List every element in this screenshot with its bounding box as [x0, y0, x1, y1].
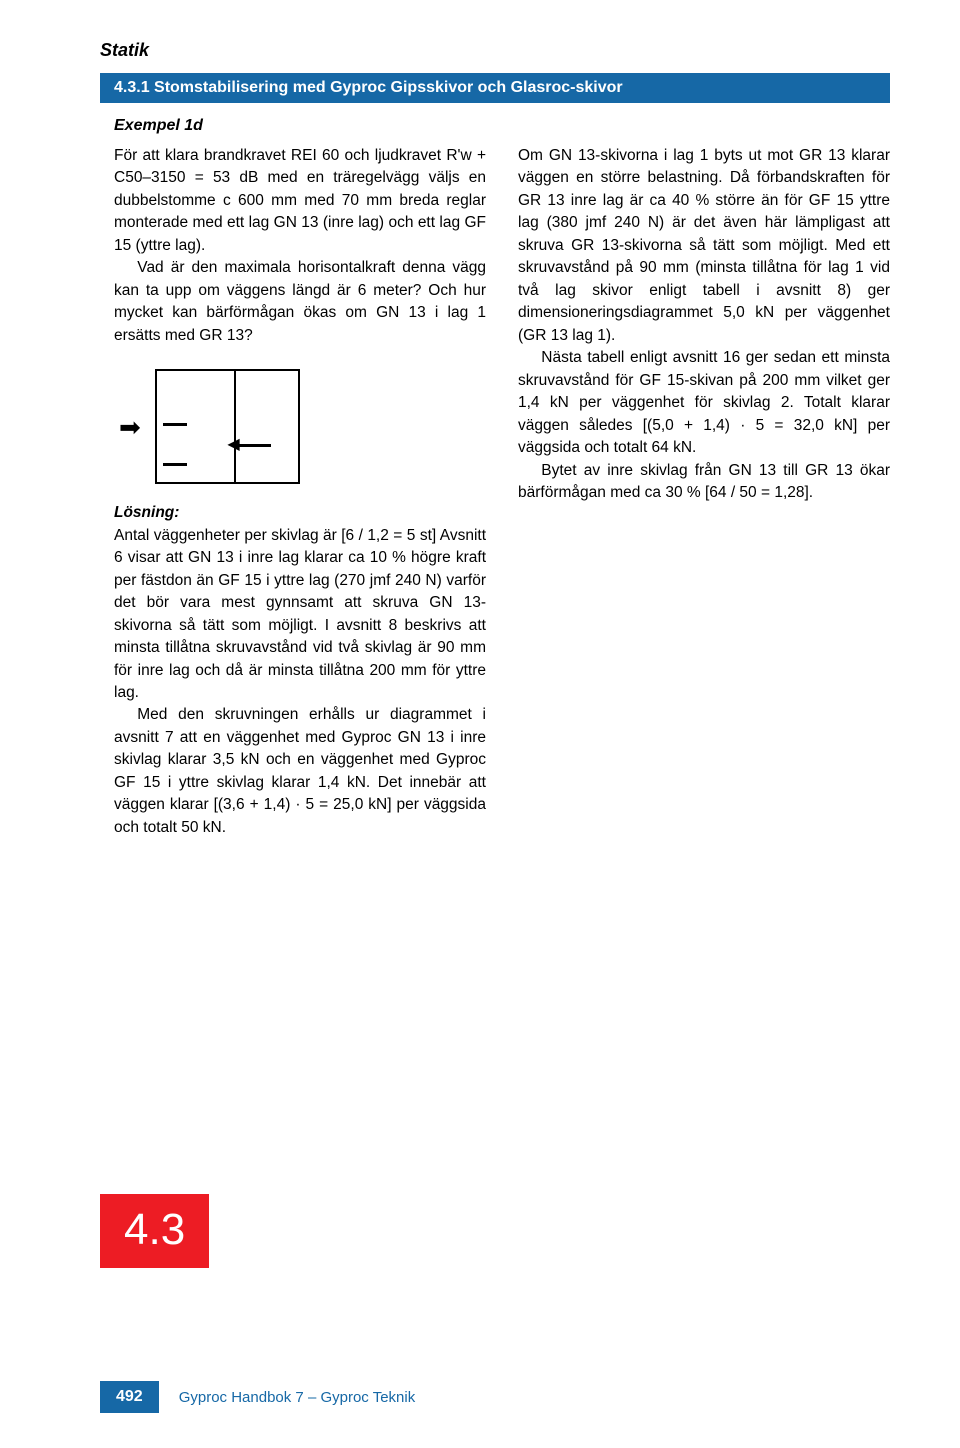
door-arrow-icon: ◀: [227, 433, 239, 456]
page: Statik 4.3.1 Stomstabilisering med Gypro…: [0, 0, 960, 1448]
left-paragraph-2: Vad är den maximala horisontalkraft denn…: [114, 257, 486, 347]
left-column: För att klara brandkravet REI 60 och lju…: [114, 145, 486, 839]
category-heading: Statik: [100, 40, 890, 61]
right-paragraph-3: Bytet av inre skivlag från GN 13 till GR…: [518, 460, 890, 505]
page-footer: 492 Gyproc Handbok 7 – Gyproc Teknik: [100, 1381, 415, 1413]
right-arrow-icon: ➡: [119, 414, 141, 440]
floorplan-diagram: ◀: [155, 369, 300, 484]
left-paragraph-1: För att klara brandkravet REI 60 och lju…: [114, 145, 486, 257]
right-column: Om GN 13-skivorna i lag 1 byts ut mot GR…: [518, 145, 890, 839]
section-tab: 4.3: [100, 1194, 209, 1268]
left-paragraph-3: Antal väggenheter per skivlag är [6 / 1,…: [114, 525, 486, 705]
right-paragraph-2: Nästa tabell enligt avsnitt 16 ger sedan…: [518, 347, 890, 459]
diagram-block: ➡ ◀: [114, 369, 486, 484]
section-bar: 4.3.1 Stomstabilisering med Gyproc Gipss…: [100, 73, 890, 103]
example-subtitle: Exempel 1d: [100, 117, 890, 135]
left-paragraph-4: Med den skruvningen erhålls ur diagramme…: [114, 704, 486, 839]
footer-text: Gyproc Handbok 7 – Gyproc Teknik: [179, 1389, 416, 1406]
right-paragraph-1: Om GN 13-skivorna i lag 1 byts ut mot GR…: [518, 145, 890, 347]
content-columns: För att klara brandkravet REI 60 och lju…: [100, 145, 890, 839]
solution-title: Lösning:: [114, 502, 486, 524]
page-number: 492: [100, 1381, 159, 1413]
